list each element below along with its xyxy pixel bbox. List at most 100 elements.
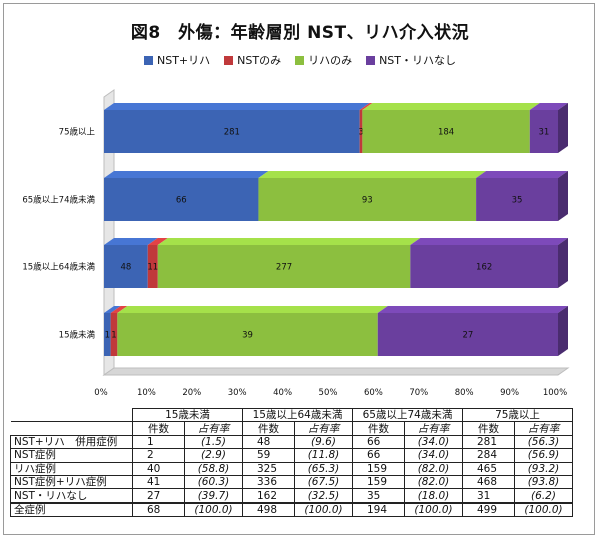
chart-floor [102, 367, 570, 376]
table-rate-cell: (58.8) [184, 461, 243, 476]
table-row: リハ症例 40 (58.8) 325 (65.3) 159 (82.0) 465 (93.2) [10, 461, 573, 476]
table-group-header: 15歳以上64歳未満 [242, 407, 353, 423]
x-tick-label: 20% [182, 388, 201, 398]
category-label: 65歳以上74歳未満 [22, 195, 95, 206]
table-count-cell: 1 [132, 434, 185, 450]
data-label: 281 [224, 128, 240, 138]
table-rate-cell: (34.0) [404, 434, 463, 450]
data-label: 48 [120, 263, 131, 273]
figure-frame [3, 3, 595, 535]
table-row-label: NST+リハ 併用症例 [10, 434, 133, 450]
legend-item-0: NST+リハ [143, 52, 211, 68]
bar-segment [117, 313, 378, 356]
legend-item-1: NSTのみ [224, 52, 281, 68]
table-rate-cell: (82.0) [404, 461, 463, 476]
table-rate-cell: (60.3) [184, 474, 243, 490]
data-label: 27 [462, 331, 473, 341]
table-corner [10, 421, 133, 436]
x-tick-label: 100% [543, 388, 567, 398]
table-subheader-row: 件数 占有率 件数 占有率 件数 占有率 件数 占有率 [10, 421, 573, 436]
x-tick-label: 90% [500, 388, 519, 398]
table-row-label: 全症例 [10, 501, 133, 518]
table-sub-count: 件数 [462, 421, 515, 436]
data-label: 1 [105, 331, 110, 341]
bar-segment [359, 110, 363, 153]
legend-label: リハのみ [308, 54, 353, 67]
table-rate-cell: (1.5) [184, 434, 243, 450]
bar-top-face [104, 306, 121, 313]
table-rate-cell: (2.9) [184, 448, 243, 463]
table-count-cell: 498 [242, 501, 295, 518]
bar-top-face [157, 238, 421, 245]
table-count-cell: 27 [132, 488, 185, 504]
table-row-label: NST症例+リハ症例 [10, 474, 133, 490]
data-label: 162 [476, 263, 492, 273]
table-rate-cell: (56.9) [514, 448, 573, 463]
data-label: 184 [438, 128, 454, 138]
table-count-cell: 48 [242, 434, 295, 450]
data-label: 277 [276, 263, 292, 273]
table-count-cell: 162 [242, 488, 295, 504]
bar-top-face [110, 306, 128, 313]
table-count-cell: 159 [352, 461, 405, 476]
bar-side-face [558, 103, 568, 153]
table-count-cell: 194 [352, 501, 405, 518]
table-count-cell: 68 [132, 501, 185, 518]
bar-top-face [104, 238, 158, 245]
table-count-cell: 465 [462, 461, 515, 476]
data-label: 31 [538, 128, 549, 138]
table-rate-cell: (67.5) [294, 474, 353, 490]
table-rate-cell: (100.0) [184, 501, 243, 518]
bar-segment [476, 178, 558, 221]
table-header-row: 15歳未満 15歳以上64歳未満 65歳以上74歳未満 75歳以上 [10, 407, 573, 423]
legend-item-3: NST・リハなし [366, 52, 456, 68]
table-row: NST+リハ 併用症例 1 (1.5) 48 (9.6) 66 (34.0) 281 (56.3… [10, 434, 573, 450]
x-tick-label: 40% [273, 388, 292, 398]
category-label: 15歳以上64歳未満 [22, 262, 95, 273]
data-label: 66 [176, 196, 187, 206]
table-count-cell: 59 [242, 448, 295, 463]
bar-top-face [377, 306, 568, 313]
table-row: 全症例 68 (100.0) 498 (100.0) 194 (100.0) 499 (100.… [10, 501, 573, 518]
x-tick-label: 0% [94, 388, 108, 398]
table-count-cell: 35 [352, 488, 405, 504]
bar-top-face [104, 103, 370, 110]
table-count-cell: 499 [462, 501, 515, 518]
bar-segment [362, 110, 530, 153]
bar-segment [157, 245, 411, 288]
table-count-cell: 468 [462, 474, 515, 490]
table-group-header: 15歳未満 [132, 407, 243, 423]
data-label: 39 [242, 331, 253, 341]
legend-label: NST+リハ [156, 54, 211, 67]
summary-table: 15歳未満 15歳以上64歳未満 65歳以上74歳未満 75歳以上 件数 占有率 件数 占有率… [10, 407, 573, 518]
data-label: 93 [362, 196, 373, 206]
table-sub-count: 件数 [132, 421, 185, 436]
table-count-cell: 66 [352, 448, 405, 463]
table-sub-rate: 占有率 [404, 421, 463, 436]
table-row-label: NST症例 [10, 448, 133, 463]
bar-side-face [558, 238, 568, 288]
x-tick-label: 10% [137, 388, 156, 398]
table-rate-cell: (93.2) [514, 461, 573, 476]
x-tick-label: 60% [364, 388, 383, 398]
table-rate-cell: (32.5) [294, 488, 353, 504]
table-count-cell: 325 [242, 461, 295, 476]
table-rate-cell: (11.8) [294, 448, 353, 463]
bar-segment [377, 313, 558, 356]
x-tick-label: 80% [455, 388, 474, 398]
table-rate-cell: (39.7) [184, 488, 243, 504]
data-label: 11 [147, 263, 158, 273]
bar-top-face [104, 171, 269, 178]
bar-top-face [359, 103, 373, 110]
table-rate-cell: (56.3) [514, 434, 573, 450]
bar-top-face [410, 238, 568, 245]
legend-swatch [295, 55, 305, 65]
table-row-label: NST・リハなし [10, 488, 133, 504]
bar-segment [110, 313, 118, 356]
table-sub-rate: 占有率 [184, 421, 243, 436]
data-label: 35 [512, 196, 523, 206]
bar-segment [147, 245, 158, 288]
table-group-header: 75歳以上 [462, 407, 573, 423]
table-rate-cell: (34.0) [404, 448, 463, 463]
table-sub-rate: 占有率 [294, 421, 353, 436]
